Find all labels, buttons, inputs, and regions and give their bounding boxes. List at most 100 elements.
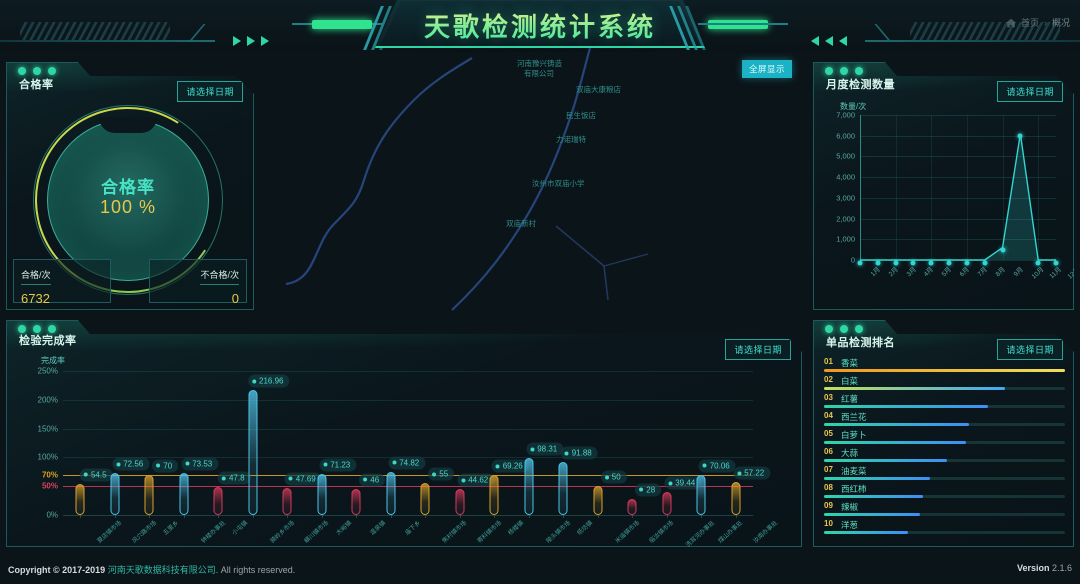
app-footer: Copyright © 2017-2019 河南天歌数据科技有限公司. All … (0, 554, 1080, 584)
completion-chart-plot: 0% 50% 70% 100% 150% 200% 250% 54.5 夏店镇市场 72.56 风穴… (63, 371, 753, 515)
bar[interactable] (179, 473, 188, 515)
gridline (860, 198, 1056, 199)
list-item[interactable]: 07 油麦菜 (824, 465, 1065, 483)
breadcrumb-home[interactable]: 首页 (1020, 18, 1039, 28)
map-label: 汝州市双庙小学 (532, 179, 585, 188)
data-point[interactable] (982, 260, 987, 265)
list-item[interactable]: 08 西红柿 (824, 483, 1065, 501)
data-point[interactable] (929, 260, 934, 265)
bar[interactable] (421, 483, 430, 515)
bar[interactable] (214, 487, 223, 515)
tag-dot-icon (668, 481, 672, 485)
data-point[interactable] (964, 260, 969, 265)
rank-bar-track (824, 495, 1065, 498)
monthly-panel-title: 月度检测数量 (826, 79, 895, 91)
tag-dot-icon (432, 472, 436, 476)
bar[interactable] (662, 492, 671, 515)
bar[interactable] (559, 462, 568, 515)
data-point[interactable] (893, 260, 898, 265)
monthly-date-picker-button[interactable]: 请选择日期 (997, 81, 1063, 102)
tag-dot-icon (496, 464, 500, 468)
bar[interactable] (628, 499, 637, 515)
x-axis-tick-label: 7月 (976, 266, 989, 279)
list-item[interactable]: 09 辣椒 (824, 501, 1065, 519)
x-axis-tick (391, 515, 392, 518)
bar-value-tag: 39.44 (664, 477, 701, 490)
bar[interactable] (283, 488, 292, 515)
gridline (63, 429, 753, 430)
data-point[interactable] (1000, 248, 1005, 253)
bar-value-tag: 47.69 (285, 472, 322, 485)
bar-value-tag: 72.56 (112, 458, 149, 471)
data-point[interactable] (1018, 134, 1023, 139)
bar-value-tag: 71.23 (319, 458, 356, 471)
rank-item-name: 大蒜 (841, 448, 859, 458)
x-axis-tick-label: 庙下乡 (404, 520, 422, 537)
copyright-prefix: Copyright © 2017-2019 (8, 565, 106, 575)
x-axis-tick-label: 骑岭乡市场 (269, 520, 296, 545)
list-item[interactable]: 02 白菜 (824, 375, 1065, 393)
item-ranking-panel: 单品检测排名 请选择日期 01 香菜 02 白菜 03 红薯 04 西兰花 05 白萝卜 06 大蒜 0… (813, 320, 1074, 547)
bar-value-tag: 57.22 (733, 467, 770, 480)
ranking-date-picker-button[interactable]: 请选择日期 (997, 339, 1063, 360)
data-point[interactable] (911, 260, 916, 265)
map-area[interactable]: 全屏显示 河南豫兴铸造 有限公司 双庙大康粮店 民生饭店 力诺瑞特 汝州市双庙小学 双庙新村 (256, 48, 812, 312)
tag-dot-icon (289, 477, 293, 481)
list-item[interactable]: 01 香菜 (824, 357, 1065, 375)
bar[interactable] (524, 458, 533, 515)
data-point[interactable] (1054, 260, 1059, 265)
data-point[interactable] (947, 260, 952, 265)
y-axis-tick-label: 3,000 (836, 193, 855, 203)
x-axis-tick-label: 大峪镇 (335, 520, 353, 537)
bar[interactable] (248, 390, 257, 515)
x-axis-tick (736, 515, 737, 518)
panel-dots-icon (18, 67, 56, 75)
list-item[interactable]: 05 白萝卜 (824, 429, 1065, 447)
x-axis-tick (701, 515, 702, 518)
bar[interactable] (145, 475, 154, 515)
monthly-chart-plot: 0 1,000 2,000 3,000 4,000 5,000 6,000 7,000 1月 2月… (860, 115, 1056, 260)
completion-rate-date-picker-button[interactable]: 请选择日期 (725, 339, 791, 360)
tag-dot-icon (252, 379, 256, 383)
x-axis-tick-label: 4月 (923, 266, 936, 279)
bar[interactable] (386, 472, 395, 515)
list-item[interactable]: 10 洋葱 (824, 519, 1065, 537)
bar-value-label: 74.82 (399, 458, 420, 468)
bar[interactable] (76, 484, 85, 515)
rank-index: 08 (824, 483, 833, 492)
data-point[interactable] (1036, 260, 1041, 265)
gauge-label: 合格率 (101, 178, 155, 197)
bar[interactable] (731, 482, 740, 515)
data-point[interactable] (858, 260, 863, 265)
x-axis-tick-label: 12月 (1066, 266, 1080, 281)
data-point[interactable] (875, 260, 880, 265)
x-axis-tick-label: 小屯镇 (231, 520, 250, 537)
pass-rate-date-picker-button[interactable]: 请选择日期 (177, 81, 243, 102)
rank-bar-fill (824, 423, 969, 426)
list-item[interactable]: 04 西兰花 (824, 411, 1065, 429)
tag-dot-icon (363, 478, 367, 482)
bar-value-label: 47.8 (228, 473, 245, 483)
bar[interactable] (697, 475, 706, 515)
x-axis-tick-label: 风穴路市场 (131, 520, 158, 545)
list-item[interactable]: 06 大蒜 (824, 447, 1065, 465)
bar[interactable] (317, 474, 326, 515)
stat-qualified: 合格/次 6732 (13, 259, 111, 303)
x-axis-tick-label: 6月 (958, 266, 971, 279)
bar-value-label: 70.06 (709, 461, 730, 471)
gauge-value: 100 % (99, 197, 157, 217)
list-item[interactable]: 03 红薯 (824, 393, 1065, 411)
bar[interactable] (455, 489, 464, 515)
fullscreen-button[interactable]: 全屏显示 (741, 60, 792, 78)
bar[interactable] (490, 475, 499, 515)
gridline (860, 115, 1056, 116)
arrow-right-icon-group-left (233, 36, 269, 46)
bar[interactable] (593, 486, 602, 515)
bar[interactable] (110, 473, 119, 515)
bar-value-tag: 69.26 (492, 460, 529, 473)
bar[interactable] (352, 489, 361, 515)
x-axis-tick-label: 蟒川镇市场 (303, 520, 331, 545)
y-axis-tick-label: 250% (37, 366, 58, 376)
map-label: 民生饭店 (566, 111, 596, 120)
x-axis-tick-label: 8月 (994, 266, 1007, 279)
